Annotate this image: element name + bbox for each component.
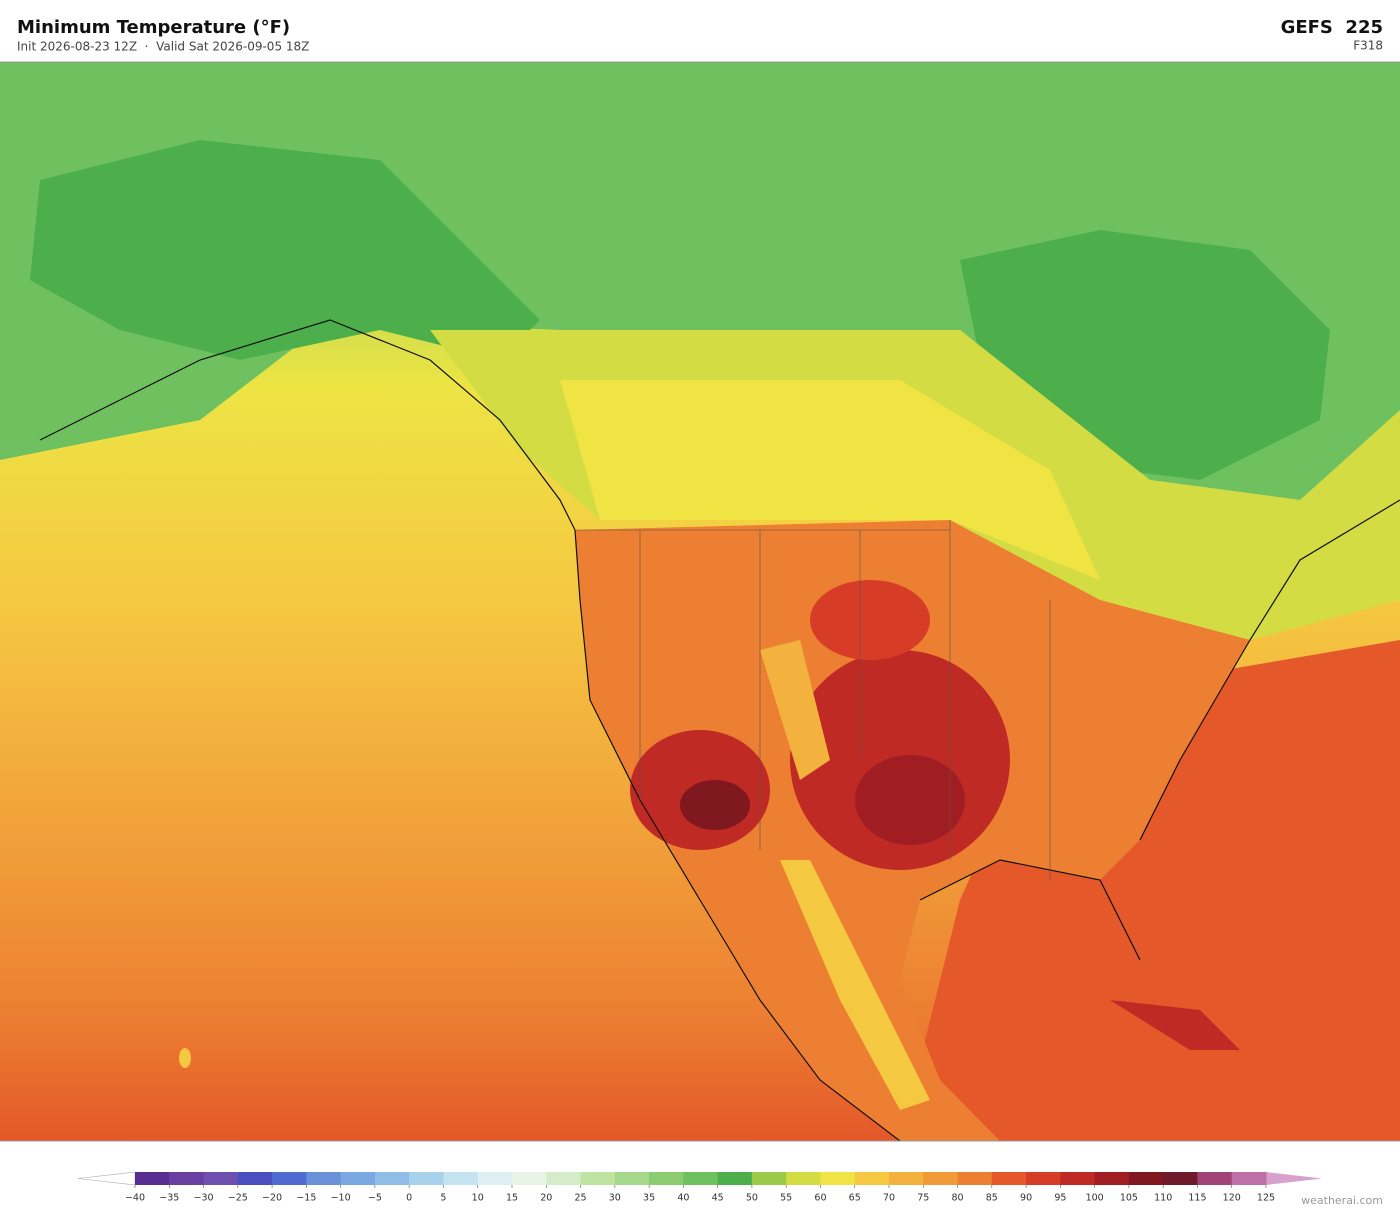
colorbar-label: 125 [1257, 1193, 1275, 1204]
map [0, 62, 1400, 1141]
colorbar-label: 65 [849, 1193, 861, 1204]
colorbar-swatch [1231, 1172, 1267, 1185]
colorbar-label: 80 [951, 1193, 963, 1204]
colorbar-label: 0 [406, 1193, 412, 1204]
canada-south [560, 380, 1100, 580]
colorbar-swatch [306, 1172, 342, 1185]
colorbar-swatch [1197, 1172, 1233, 1185]
colorbar-label: 30 [609, 1193, 621, 1204]
colorbar-label: 110 [1154, 1193, 1172, 1204]
colorbar-label: 15 [506, 1193, 518, 1204]
colorbar-label: −30 [194, 1193, 214, 1204]
hawaii [179, 1048, 191, 1068]
colorbar-swatch [649, 1172, 684, 1185]
colorbar-swatch [546, 1172, 582, 1185]
mexico-highlands [780, 860, 930, 1110]
colorbar-swatch [683, 1172, 719, 1185]
colorbar-swatch [991, 1172, 1027, 1185]
colorbar-swatch [820, 1172, 856, 1185]
colorbar-label: 85 [986, 1193, 998, 1204]
colorbar-swatch [580, 1172, 616, 1185]
colorbar-swatch [443, 1172, 479, 1185]
colorbar-label: −40 [125, 1193, 145, 1204]
texas-core [855, 755, 965, 845]
colorbar-label: 35 [643, 1193, 655, 1204]
colorbar-label: 90 [1020, 1193, 1032, 1204]
forecast-hour: F318 [1353, 39, 1383, 53]
colorbar-label: −25 [228, 1193, 248, 1204]
colorbar-label: −10 [331, 1193, 351, 1204]
colorbar-swatch [717, 1172, 753, 1185]
colorbar-label: 40 [677, 1193, 689, 1204]
colorbar-label: 50 [746, 1193, 758, 1204]
colorbar-label: 105 [1120, 1193, 1138, 1204]
colorbar-label: −5 [368, 1193, 382, 1204]
colorbar-label: 5 [440, 1193, 446, 1204]
cuba [1110, 1000, 1240, 1050]
colorbar-label: 100 [1086, 1193, 1104, 1204]
watermark: weatherai.com [1301, 1194, 1383, 1207]
colorbar-swatch [169, 1172, 205, 1185]
colorbar-swatch [1060, 1172, 1096, 1185]
colorbar-label: −15 [296, 1193, 316, 1204]
colorbar-label: 55 [780, 1193, 792, 1204]
colorbar-swatch [854, 1172, 890, 1185]
colorbar-swatch [889, 1172, 924, 1185]
colorbar-label: 75 [917, 1193, 929, 1204]
colorbar-swatch [923, 1172, 959, 1185]
colorbar-swatch [751, 1172, 787, 1185]
model: GEFS 225 [1281, 17, 1383, 38]
colorbar-swatch [272, 1172, 307, 1185]
colorbar-label: 95 [1054, 1193, 1066, 1204]
colorbar-swatch [340, 1172, 376, 1185]
colorbar-swatch [786, 1172, 821, 1185]
alaska-interior [30, 140, 540, 360]
borders [575, 520, 1051, 880]
colorbar-under [77, 1171, 136, 1186]
colorbar-swatch [614, 1172, 650, 1185]
hudson-region [960, 230, 1330, 480]
colorbar-swatch [135, 1172, 170, 1185]
colorbar-swatch [512, 1172, 547, 1185]
title: Minimum Temperature (°F) [17, 17, 290, 38]
colorbar-label: 115 [1188, 1193, 1206, 1204]
colorbar-swatch [237, 1172, 273, 1185]
colorbar-swatch [374, 1172, 410, 1185]
colorbar-swatch [203, 1172, 239, 1185]
colorbar-swatch [1128, 1172, 1164, 1185]
colorbar-swatch [409, 1172, 444, 1185]
colorbar-label: 70 [883, 1193, 895, 1204]
colorbar-swatch [1026, 1172, 1061, 1185]
colorbar-swatch [1163, 1172, 1198, 1185]
colorbar-label: 20 [540, 1193, 552, 1204]
dakota-heat [810, 580, 930, 660]
desert-core [680, 780, 750, 830]
colorbar-label: −20 [262, 1193, 282, 1204]
colorbar-label: 120 [1223, 1193, 1241, 1204]
subtitle: Init 2026-08-23 12Z · Valid Sat 2026-09-… [17, 40, 309, 54]
colorbar-swatch [957, 1172, 993, 1185]
colorbar-swatch [477, 1172, 513, 1185]
colorbar-label: 45 [712, 1193, 724, 1204]
colorbar-over [1266, 1172, 1322, 1185]
colorbar-label: −35 [159, 1193, 179, 1204]
colorbar-label: 60 [814, 1193, 826, 1204]
colorbar-label: 25 [574, 1193, 586, 1204]
rockies [760, 640, 830, 780]
colorbar-label: 10 [472, 1193, 484, 1204]
colorbar: −40 −35 −30 −25 −20 −15 −10 −5 0 5 10 15 20 25 30 35 40 4… [77, 1171, 1322, 1204]
colorbar-swatch [1094, 1172, 1130, 1185]
